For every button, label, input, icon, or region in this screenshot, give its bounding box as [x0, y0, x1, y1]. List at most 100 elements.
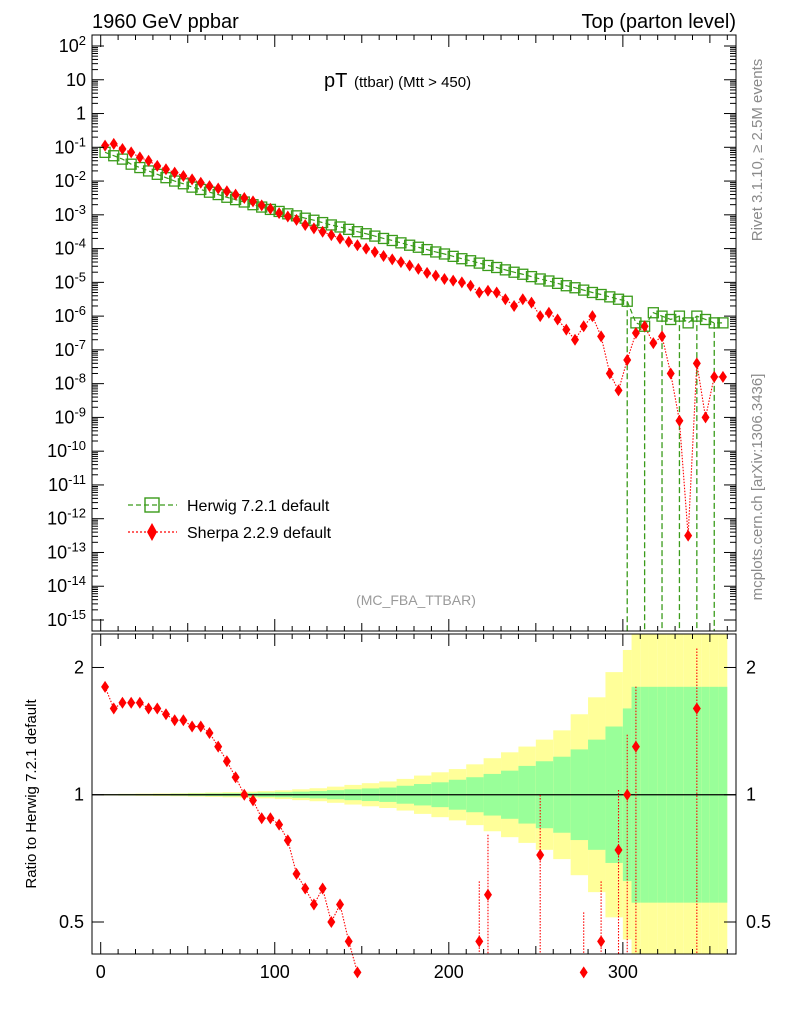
sherpa-ratio-point — [135, 696, 144, 709]
y-tick-label: 10-10 — [47, 438, 86, 461]
sherpa-point — [292, 213, 301, 226]
header-category: Top (parton level) — [581, 11, 736, 33]
ratio-y-tick-label-right: 0.5 — [746, 912, 771, 932]
y-tick-label: 10-12 — [47, 506, 86, 529]
sherpa-point — [614, 384, 623, 397]
sherpa-point — [275, 207, 284, 220]
header-energy: 1960 GeV ppbar — [92, 11, 239, 33]
sherpa-ratio-point — [222, 755, 231, 768]
herwig-point — [578, 284, 590, 296]
herwig-point — [517, 268, 529, 280]
herwig-point — [334, 221, 346, 233]
sherpa-ratio-point — [623, 788, 632, 801]
sherpa-point — [631, 327, 640, 339]
herwig-point — [343, 223, 355, 235]
sherpa-point — [109, 137, 118, 150]
sherpa-point — [423, 266, 432, 279]
herwig-point — [543, 275, 555, 287]
herwig-point — [551, 277, 564, 290]
herwig-line — [104, 151, 723, 327]
ratio-y-tick-label: 0.5 — [59, 912, 84, 932]
sherpa-ratio-point — [161, 708, 170, 721]
herwig-point — [560, 280, 572, 292]
sherpa-ratio-point — [631, 740, 640, 753]
herwig-point — [656, 310, 668, 322]
herwig-point — [604, 291, 616, 303]
sherpa-ratio-point — [144, 702, 153, 715]
sherpa-point — [249, 195, 257, 208]
sherpa-point — [266, 202, 275, 215]
herwig-point — [621, 295, 633, 307]
x-tick-label: 200 — [434, 962, 464, 982]
herwig-point — [438, 248, 451, 260]
sherpa-point — [196, 176, 205, 189]
herwig-point — [482, 259, 494, 272]
sherpa-point — [414, 262, 423, 275]
sherpa-point — [666, 367, 675, 380]
herwig-point — [360, 228, 372, 240]
ratio-panel: 0.5 0.5 1 1 2 2 0 100 200 300 Ratio to Herwig 7.2… — [23, 35, 771, 982]
sherpa-point — [101, 139, 110, 152]
sherpa-point — [118, 142, 127, 155]
sherpa-point — [492, 286, 501, 299]
herwig-point — [673, 310, 686, 322]
sherpa-point — [449, 274, 458, 287]
sherpa-ratio-point — [118, 696, 127, 709]
main-panel: 102 10 1 10-1 10-2 10-3 10-4 10-5 10-6 10-7 10-8 10… — [47, 33, 737, 632]
sherpa-ratio-point — [266, 812, 275, 825]
sherpa-point — [153, 159, 162, 172]
x-tick-label: 0 — [96, 962, 106, 982]
sherpa-point — [649, 337, 658, 350]
sherpa-point — [135, 151, 144, 164]
herwig-point — [499, 264, 512, 276]
sherpa-ratio-point — [127, 696, 136, 709]
y-tick-label: 10-8 — [54, 371, 86, 394]
herwig-point — [430, 246, 442, 258]
sherpa-point — [440, 272, 449, 285]
sherpa-point — [701, 411, 710, 424]
sherpa-point — [579, 320, 588, 333]
sherpa-point — [170, 166, 179, 179]
sherpa-point — [188, 173, 197, 186]
herwig-point — [351, 226, 364, 238]
sherpa-point — [144, 154, 153, 167]
y-tick-label: 10-9 — [54, 404, 86, 427]
sherpa-point — [692, 357, 701, 370]
sherpa-ratio-point — [170, 714, 179, 727]
sherpa-ratio-point — [614, 844, 623, 857]
herwig-point — [369, 230, 381, 242]
y-tick-label: 10-15 — [47, 607, 86, 630]
sherpa-ratio-line — [104, 686, 358, 973]
sherpa-ratio-point — [475, 935, 484, 948]
herwig-point — [665, 313, 677, 326]
sherpa-ratio-point — [483, 888, 492, 901]
sherpa-ratio-point — [536, 849, 545, 862]
sherpa-point — [222, 185, 231, 198]
ratio-ylabel: Ratio to Herwig 7.2.1 default — [23, 699, 40, 889]
sherpa-ratio-point — [353, 966, 362, 979]
herwig-point — [647, 307, 659, 319]
herwig-point — [456, 253, 468, 265]
sherpa-point — [431, 269, 440, 282]
sherpa-point — [344, 235, 353, 248]
herwig-point — [386, 234, 398, 247]
sherpa-ratio-point — [205, 726, 214, 739]
sherpa-ratio-point — [327, 915, 336, 928]
y-tick-label: 10-7 — [54, 337, 86, 360]
y-tick-label: 1 — [76, 104, 86, 124]
herwig-point — [708, 317, 720, 329]
legend-herwig-label: Herwig 7.2.1 default — [187, 498, 330, 515]
sherpa-line — [104, 143, 723, 536]
ratio-y-tick-label-right: 1 — [746, 785, 756, 805]
sherpa-point — [457, 276, 466, 289]
x-tick-label: 100 — [260, 962, 290, 982]
ratio-y-tick-label-right: 2 — [746, 657, 756, 677]
sherpa-point — [684, 529, 693, 542]
y-tick-label: 10-5 — [54, 269, 86, 292]
sherpa-point — [214, 182, 223, 195]
ratio-axes: 0.5 0.5 1 1 2 2 0 100 200 300 — [59, 35, 771, 982]
y-tick-label: 10-14 — [47, 573, 86, 596]
sherpa-ratio-point — [579, 966, 588, 979]
sherpa-point — [396, 256, 405, 269]
chart-title: pT — [324, 70, 347, 92]
